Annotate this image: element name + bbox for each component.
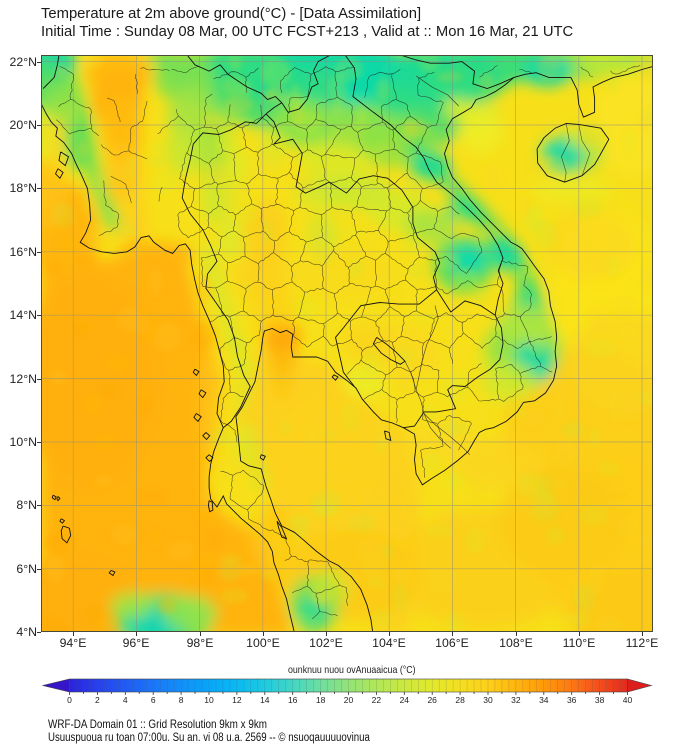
svg-text:6: 6 <box>151 695 156 705</box>
svg-text:36: 36 <box>567 695 577 705</box>
svg-text:24: 24 <box>400 695 410 705</box>
svg-text:2: 2 <box>95 695 100 705</box>
svg-text:8: 8 <box>179 695 184 705</box>
svg-text:18: 18 <box>316 695 326 705</box>
svg-text:28: 28 <box>455 695 465 705</box>
svg-text:20: 20 <box>344 695 354 705</box>
svg-text:12: 12 <box>232 695 242 705</box>
svg-text:4: 4 <box>123 695 128 705</box>
svg-text:16: 16 <box>288 695 298 705</box>
svg-text:32: 32 <box>511 695 521 705</box>
svg-text:22: 22 <box>372 695 382 705</box>
svg-text:10: 10 <box>204 695 214 705</box>
svg-text:14: 14 <box>260 695 270 705</box>
svg-text:34: 34 <box>539 695 549 705</box>
svg-text:38: 38 <box>595 695 605 705</box>
svg-text:26: 26 <box>427 695 437 705</box>
svg-text:40: 40 <box>623 695 633 705</box>
svg-text:30: 30 <box>483 695 493 705</box>
svg-text:0: 0 <box>67 695 72 705</box>
